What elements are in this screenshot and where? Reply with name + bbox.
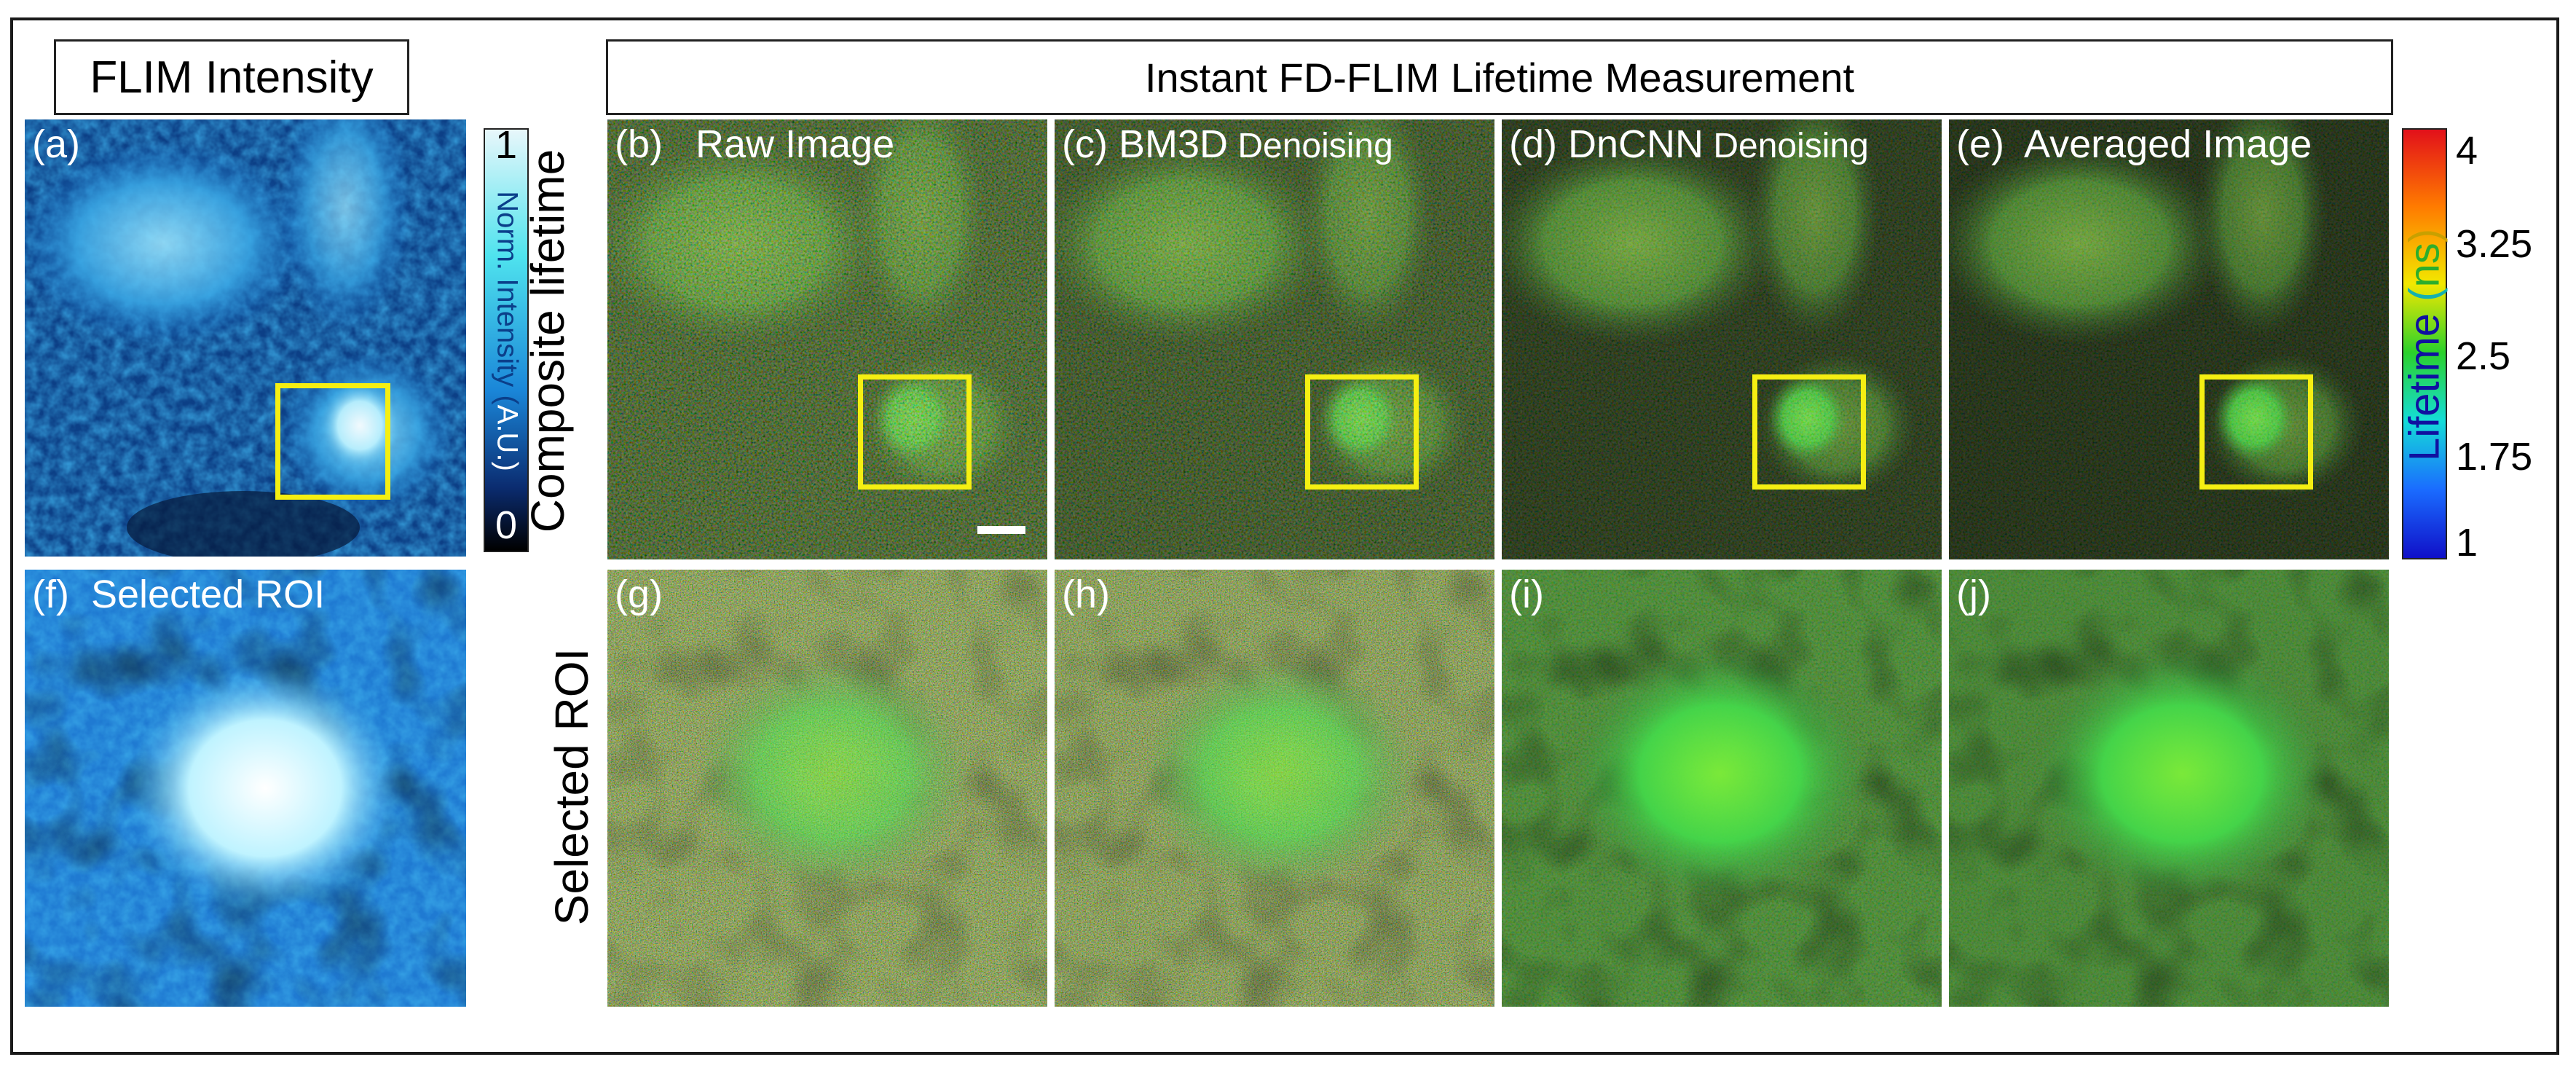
roi-intensity-image [25,570,466,1007]
roi-box-b [858,374,972,490]
intensity-colorbar [484,128,529,552]
panel-a-label: (a) [32,122,80,166]
dncnn-lifetime-image [1502,119,1942,559]
panel-c-label-main: (c) BM3D [1062,122,1228,166]
roi-box-d [1752,374,1866,490]
panel-e-label: (e) Averaged Image [1956,122,2312,166]
intensity-title-text: FLIM Intensity [90,52,374,103]
lifetime-tick-2-5: 2.5 [2456,334,2511,378]
roi-bm3d-image [1055,570,1494,1007]
intensity-image [25,119,466,557]
roi-box-c [1305,374,1419,490]
panel-b-label: (b) Raw Image [615,122,895,166]
lifetime-tick-1-75: 1.75 [2456,435,2533,479]
lifetime-colorbar [2402,128,2447,559]
panel-d-label: (d) DnCNN Denoising [1509,121,1869,168]
intensity-max-tick: 1 [495,123,518,167]
row-label-roi: Selected ROI [545,648,598,926]
lifetime-tick-3-25: 3.25 [2456,222,2533,266]
intensity-title: FLIM Intensity [54,39,409,115]
raw-lifetime-image [607,119,1047,559]
averaged-lifetime-image [1949,119,2389,559]
panel-c-label: (c) BM3D Denoising [1062,121,1393,168]
roi-raw-image [607,570,1047,1007]
panel-f-label: (f) Selected ROI [32,573,326,616]
roi-box-e [2199,374,2313,490]
panel-i-label: (i) [1509,573,1544,616]
lifetime-title-text: Instant FD-FLIM Lifetime Measurement [1144,54,1855,101]
panel-a-intensity: (a) [25,119,466,557]
lifetime-label-part1: Lifetime [2400,313,2449,462]
lifetime-tick-1: 1 [2456,521,2478,565]
lifetime-title: Instant FD-FLIM Lifetime Measurement [606,39,2393,115]
lifetime-tick-4: 4 [2456,129,2478,173]
panel-g-label: (g) [615,573,663,616]
panel-j-roi-averaged: (j) [1949,570,2389,1007]
panel-c-bm3d: (c) BM3D Denoising [1055,119,1494,559]
intensity-label-unit: A.U. [491,404,524,462]
lifetime-label-unit: ns [2400,243,2449,288]
panel-f-roi-intensity: (f) Selected ROI [25,570,466,1007]
intensity-min-tick: 0 [495,503,518,547]
figure-frame [10,17,2559,1055]
panel-c-label-suffix: Denoising [1228,127,1393,165]
lifetime-label-part2: ( [2400,287,2449,313]
row-label-composite: Composite lifetime [521,149,574,533]
panel-h-label: (h) [1062,573,1110,616]
panel-d-dncnn: (d) DnCNN Denoising [1502,119,1942,559]
panel-i-roi-dncnn: (i) [1502,570,1942,1007]
lifetime-colorbar-label: Lifetime (ns) [2400,192,2449,498]
panel-d-label-main: (d) DnCNN [1509,122,1704,166]
lifetime-label-part4: ) [2400,228,2449,243]
intensity-label-part3: ) [491,461,524,471]
panel-h-roi-bm3d: (h) [1055,570,1494,1007]
intensity-colorbar-label: Norm. Intensity (A.U.) [491,171,524,492]
panel-j-label: (j) [1956,573,1991,616]
roi-box-a [275,383,390,500]
intensity-label-part1: Norm. Intensity ( [491,191,524,405]
panel-g-roi-raw: (g) [607,570,1047,1007]
roi-dncnn-image [1502,570,1942,1007]
roi-averaged-image [1949,570,2389,1007]
panel-e-averaged: (e) Averaged Image [1949,119,2389,559]
scale-bar [977,526,1025,534]
bm3d-lifetime-image [1055,119,1494,559]
panel-d-label-suffix: Denoising [1703,127,1869,165]
panel-b-raw: (b) Raw Image [607,119,1047,559]
